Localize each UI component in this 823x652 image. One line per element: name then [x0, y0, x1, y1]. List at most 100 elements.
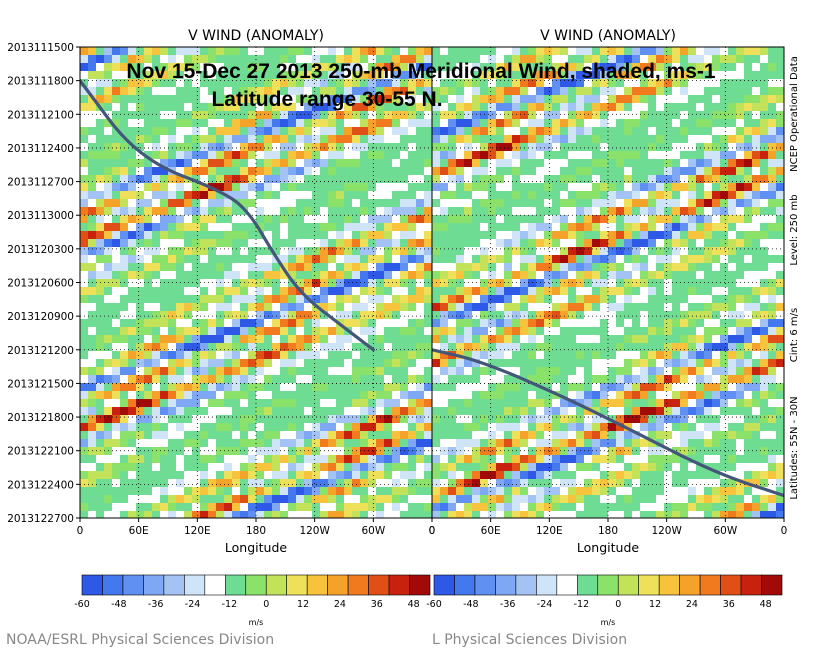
- heatmap-cell: [736, 167, 745, 176]
- heatmap-cell: [112, 439, 121, 448]
- heatmap-cell: [512, 463, 521, 472]
- heatmap-cell: [424, 151, 432, 160]
- heatmap-cell: [320, 503, 329, 512]
- heatmap-cell: [376, 351, 385, 360]
- heatmap-cell: [400, 111, 409, 120]
- heatmap-cell: [464, 95, 473, 104]
- heatmap-cell: [328, 215, 337, 224]
- heatmap-cell: [256, 311, 265, 320]
- heatmap-cell: [576, 303, 585, 312]
- heatmap-cell: [680, 159, 689, 168]
- heatmap-cell: [104, 439, 113, 448]
- heatmap-cell: [336, 255, 345, 264]
- heatmap-cell: [328, 135, 337, 144]
- heatmap-cell: [400, 231, 409, 240]
- heatmap-cell: [408, 247, 417, 256]
- heatmap-cell: [160, 191, 169, 200]
- heatmap-cell: [328, 383, 337, 392]
- heatmap-cell: [280, 151, 289, 160]
- heatmap-cell: [696, 375, 705, 384]
- heatmap-cell: [120, 383, 129, 392]
- heatmap-cell: [296, 239, 305, 248]
- heatmap-cell: [560, 343, 569, 352]
- heatmap-cell: [752, 79, 761, 88]
- heatmap-cell: [648, 79, 657, 88]
- heatmap-cell: [160, 231, 169, 240]
- heatmap-cell: [720, 295, 729, 304]
- heatmap-cell: [272, 319, 281, 328]
- heatmap-cell: [704, 367, 713, 376]
- heatmap-cell: [320, 295, 329, 304]
- heatmap-cell: [512, 175, 521, 184]
- heatmap-cell: [160, 327, 169, 336]
- heatmap-cell: [696, 423, 705, 432]
- heatmap-cell: [312, 511, 321, 518]
- heatmap-cell: [360, 47, 369, 56]
- heatmap-cell: [688, 367, 697, 376]
- heatmap-cell: [224, 335, 233, 344]
- heatmap-cell: [352, 503, 361, 512]
- heatmap-cell: [232, 295, 241, 304]
- heatmap-cell: [560, 47, 569, 56]
- heatmap-cell: [528, 407, 537, 416]
- heatmap-cell: [360, 167, 369, 176]
- heatmap-cell: [312, 239, 321, 248]
- heatmap-cell: [304, 271, 313, 280]
- heatmap-cell: [392, 215, 401, 224]
- heatmap-cell: [608, 311, 617, 320]
- heatmap-cell: [336, 239, 345, 248]
- heatmap-cell: [424, 55, 432, 64]
- heatmap-cell: [712, 143, 721, 152]
- heatmap-cell: [312, 327, 321, 336]
- heatmap-cell: [96, 87, 105, 96]
- heatmap-cell: [536, 407, 545, 416]
- heatmap-cell: [744, 239, 753, 248]
- heatmap-cell: [432, 183, 441, 192]
- heatmap-cell: [328, 175, 337, 184]
- heatmap-cell: [144, 399, 153, 408]
- heatmap-cell: [280, 215, 289, 224]
- heatmap-cell: [472, 343, 481, 352]
- heatmap-cell: [680, 455, 689, 464]
- heatmap-cell: [264, 191, 273, 200]
- heatmap-cell: [552, 303, 561, 312]
- heatmap-cell: [728, 463, 737, 472]
- heatmap-cell: [568, 351, 577, 360]
- heatmap-cell: [104, 183, 113, 192]
- heatmap-cell: [632, 87, 641, 96]
- heatmap-cell: [448, 79, 457, 88]
- heatmap-cell: [296, 487, 305, 496]
- heatmap-cell: [176, 511, 185, 518]
- heatmap-cell: [200, 495, 209, 504]
- heatmap-cell: [336, 207, 345, 216]
- heatmap-cell: [480, 391, 489, 400]
- heatmap-cell: [200, 303, 209, 312]
- heatmap-cell: [312, 63, 321, 72]
- heatmap-cell: [384, 103, 393, 112]
- heatmap-cell: [256, 263, 265, 272]
- heatmap-cell: [432, 271, 441, 280]
- heatmap-cell: [184, 343, 193, 352]
- heatmap-cell: [656, 79, 665, 88]
- heatmap-cell: [368, 223, 377, 232]
- heatmap-cell: [392, 335, 401, 344]
- heatmap-cell: [640, 127, 649, 136]
- heatmap-cell: [240, 215, 249, 224]
- heatmap-cell: [96, 159, 105, 168]
- heatmap-cell: [112, 263, 121, 272]
- heatmap-cell: [152, 71, 161, 80]
- heatmap-cell: [120, 311, 129, 320]
- heatmap-cell: [664, 351, 673, 360]
- heatmap-cell: [392, 183, 401, 192]
- heatmap-cell: [528, 199, 537, 208]
- heatmap-cell: [152, 239, 161, 248]
- heatmap-cell: [464, 431, 473, 440]
- heatmap-cell: [280, 47, 289, 56]
- heatmap-cell: [184, 199, 193, 208]
- heatmap-cell: [184, 151, 193, 160]
- heatmap-cell: [160, 55, 169, 64]
- heatmap-cell: [104, 343, 113, 352]
- heatmap-cell: [584, 447, 593, 456]
- heatmap-cell: [304, 127, 313, 136]
- heatmap-cell: [240, 327, 249, 336]
